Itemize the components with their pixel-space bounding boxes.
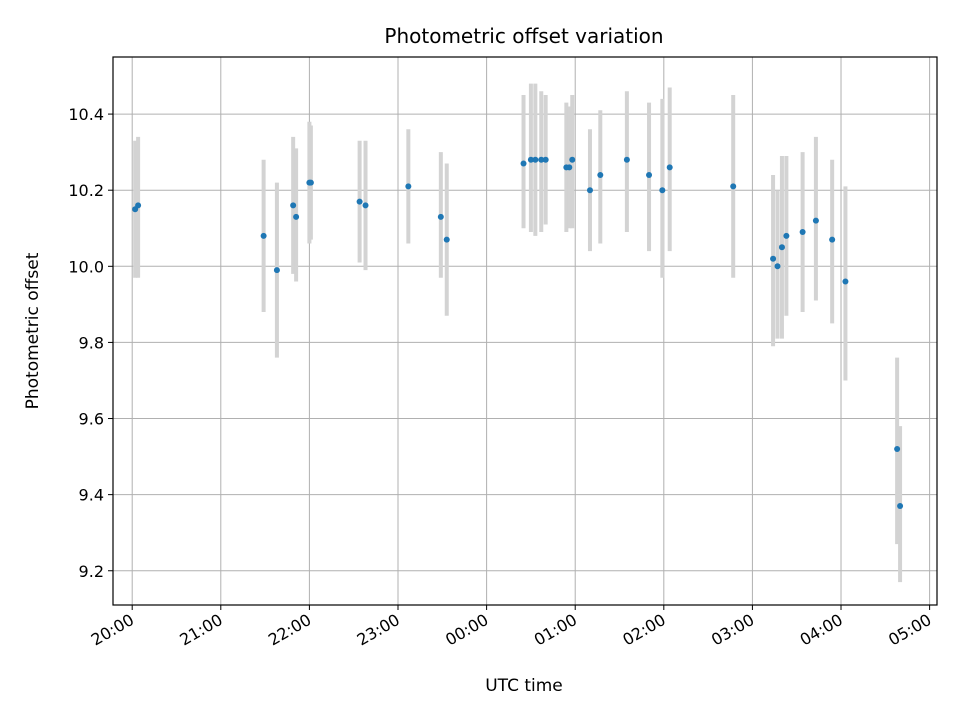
x-tick-label: 01:00: [531, 610, 580, 650]
data-point: [778, 244, 785, 251]
data-point: [730, 183, 737, 190]
data-point: [770, 255, 777, 262]
data-point: [829, 236, 836, 243]
y-tick-label: 10.2: [68, 181, 104, 200]
x-tick-label: 23:00: [354, 610, 403, 650]
data-point: [659, 187, 666, 194]
data-point: [405, 183, 412, 190]
data-points: [132, 156, 904, 510]
data-point: [646, 171, 653, 178]
data-point: [532, 156, 539, 163]
data-point: [897, 503, 904, 510]
data-point: [569, 156, 576, 163]
data-point: [586, 187, 593, 194]
error-bars: [133, 83, 903, 583]
data-point: [273, 267, 280, 274]
data-point: [542, 156, 549, 163]
y-tick-label: 9.2: [79, 562, 104, 581]
data-point: [812, 217, 819, 224]
data-point: [538, 156, 545, 163]
chart-title: Photometric offset variation: [384, 24, 663, 48]
data-point: [666, 164, 673, 171]
data-point: [520, 160, 527, 167]
data-point: [623, 156, 630, 163]
data-point: [783, 232, 790, 239]
x-tick-label: 22:00: [265, 610, 314, 650]
x-tick-label: 04:00: [797, 610, 846, 650]
data-point: [437, 213, 444, 220]
y-tick-label: 9.6: [79, 410, 104, 429]
x-axis-label: UTC time: [485, 676, 563, 696]
data-point: [566, 164, 573, 171]
y-tick-label: 9.4: [79, 486, 104, 505]
y-axis-label: Photometric offset: [23, 252, 43, 409]
data-point: [293, 213, 300, 220]
x-tick-label: 02:00: [619, 610, 668, 650]
data-point: [527, 156, 534, 163]
data-point: [443, 236, 450, 243]
data-point: [894, 445, 901, 452]
x-tick-label: 05:00: [885, 610, 934, 650]
x-tick-label: 21:00: [176, 610, 225, 650]
x-tick-label: 20:00: [88, 610, 137, 650]
data-point: [260, 232, 267, 239]
y-axis-ticks: 9.2 9.4 9.6 9.8 10.0 10.2 10.4: [68, 105, 113, 581]
data-point: [362, 202, 369, 209]
y-tick-label: 10.0: [68, 257, 104, 276]
data-point: [135, 202, 142, 209]
y-tick-label: 9.8: [79, 333, 104, 352]
x-tick-label: 00:00: [442, 610, 491, 650]
data-point: [842, 278, 849, 285]
data-point: [597, 171, 604, 178]
plot-frame: [112, 56, 938, 606]
data-point: [290, 202, 297, 209]
data-point: [307, 179, 314, 186]
x-axis-ticks: 20:00 21:00 22:00 23:00 00:00 01:00 02:00 03:00…: [88, 605, 935, 650]
data-point: [356, 198, 363, 205]
y-tick-label: 10.4: [68, 105, 104, 124]
x-tick-label: 03:00: [708, 610, 757, 650]
data-point: [774, 263, 781, 270]
data-point: [799, 229, 806, 236]
